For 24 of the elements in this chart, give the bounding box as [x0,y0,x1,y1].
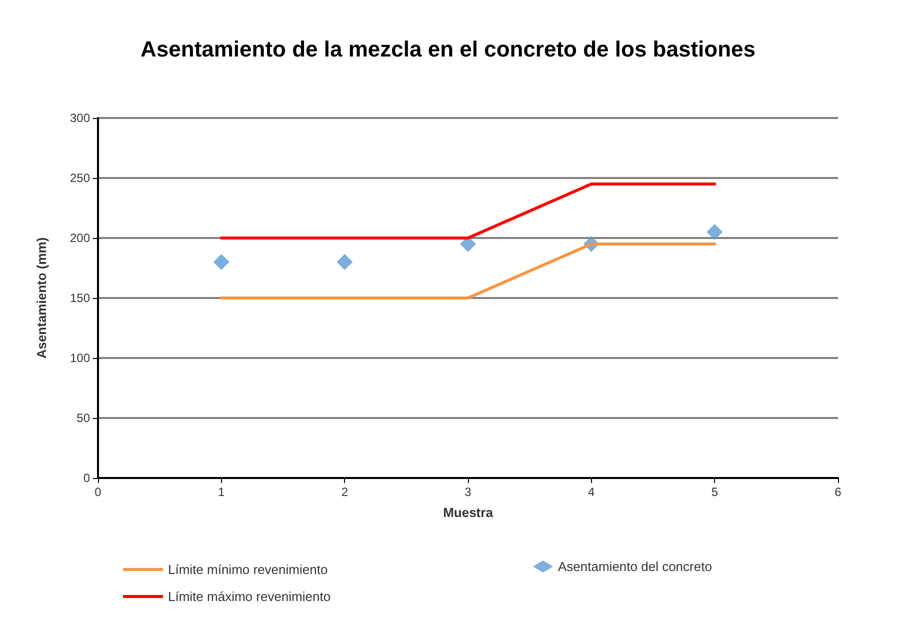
y-tick-label: 150 [70,291,90,305]
point [213,254,230,270]
x-axis-title: Muestra [443,505,494,520]
x-tick-label: 2 [341,485,348,499]
x-tick-label: 6 [834,485,842,499]
y-axis-title: Asentamiento (mm) [34,237,49,359]
x-tick-label: 4 [588,485,595,499]
point [706,224,723,240]
y-tick-label: 0 [83,471,90,485]
legend-label: Límite mínimo revenimiento [168,562,328,577]
y-tick-label: 250 [70,171,90,185]
x-tick-label: 1 [218,485,225,499]
x-tick-label: 5 [711,485,718,499]
x-tick-label: 0 [94,485,102,499]
point [460,236,476,252]
y-tick-label: 100 [70,351,90,365]
legend-label: Límite máximo revenimiento [168,589,331,604]
y-tick-label: 300 [70,111,90,125]
x-tick-label: 3 [464,485,472,499]
legend-label: Asentamiento del concreto [558,559,712,574]
y-tick-label: 50 [76,411,90,425]
y-tick-label: 200 [70,231,90,245]
chart-title: Asentamiento de la mezcla en el concreto de los bastiones [140,36,756,62]
point [336,254,353,270]
